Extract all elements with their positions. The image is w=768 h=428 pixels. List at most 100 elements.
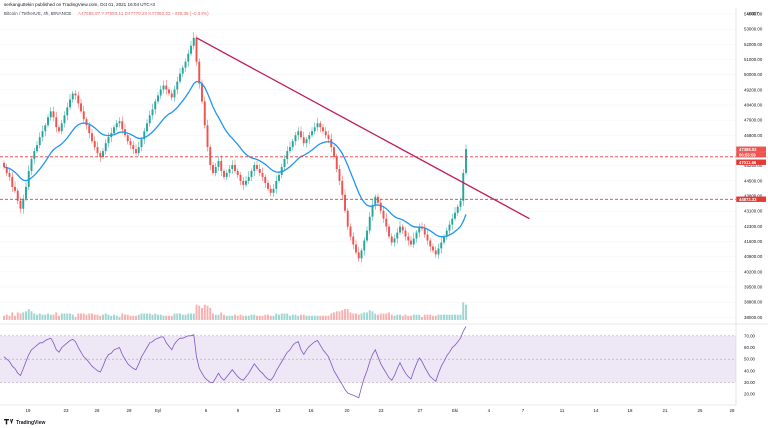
candle-body [286,151,289,160]
volume-bar [234,314,236,320]
volume-bar [44,314,47,320]
candle-body [429,240,432,247]
volume-bar [291,314,294,320]
volume-bar [151,314,154,320]
horizontal-levels[interactable] [0,156,736,200]
candle-body [330,139,333,148]
volume-bar [247,315,250,320]
time-axis-label: 29 [127,408,132,413]
candle-body [459,200,462,207]
candle-body [99,153,102,158]
volume-bar [286,313,289,320]
candle-body [300,131,302,138]
volume-bar [393,315,396,320]
price-axis-label: 38000.00 [744,315,763,320]
volume-bar [49,314,52,320]
time-axis-label: 7 [522,408,525,413]
time-axis-label: 13 [276,408,281,413]
volume-bar [278,314,280,320]
trendline[interactable] [196,37,530,220]
volume-bar [280,313,283,320]
candle-body [305,139,308,144]
candle-body [16,190,19,201]
candle-body [338,168,341,181]
candle-body [335,157,338,169]
candle-body [187,53,190,62]
candle-body [434,250,437,255]
volume-bar [104,313,107,320]
candle-body [253,165,256,171]
candle-body [132,145,135,150]
candle-body [198,61,201,84]
rsi-line [3,326,467,399]
volume-bar [465,304,467,320]
volume-bar [223,314,225,320]
time-axis[interactable]: 19 23 26 29 Eyl 6 9 13 16 20 23 27 Eki 4 7 11 14 18 21 25 28 [26,408,735,413]
price-tag [736,152,766,158]
candle-body [206,125,209,148]
volume-bar [16,312,19,320]
volume-bar [341,310,344,320]
volume-bar [126,314,129,320]
volume-bar [267,314,269,320]
candle-body [371,204,374,217]
volume-bar [316,315,319,320]
quote-currency: USDT [747,11,759,16]
candle-body [346,210,349,227]
candle-body [412,238,415,245]
volume-bar [443,314,445,320]
volume-bar [269,315,272,320]
price-axis[interactable]: 54000.00 53000.00 52000.00 51000.00 50000.00… [744,12,763,320]
candle-body [137,147,140,154]
candle-body [223,170,225,177]
candle-body [278,174,280,181]
volume-bar [110,315,113,320]
time-axis-label: 20 [345,408,350,413]
candle-body [173,89,176,98]
volume-bar [297,315,300,320]
volume-bar [212,313,214,320]
candle-body [319,123,322,128]
volume-bar [124,314,126,320]
symbol-text[interactable]: Bitcoin / TetherUS, 4h, BINANCE [4,11,71,16]
volume-bar [333,312,335,320]
volume-bar [179,313,181,320]
candle-body [25,186,27,199]
volume-bar [423,314,426,320]
volume-bar [352,313,355,320]
volume-bar [379,313,382,320]
volume-bar [294,314,297,320]
volume-bar [118,316,121,320]
candle-body [407,236,410,241]
candle-body [135,149,137,154]
candle-body [146,123,148,132]
volume-bar [407,315,410,320]
volume-bar [165,315,168,320]
rsi-axis[interactable]: 70.00 60.00 50.00 40.00 30.00 20.00 [744,333,756,396]
price-axis-label: 45250.00 [744,163,763,168]
rsi-pane [0,335,736,383]
volume-bar [225,315,228,320]
candle-body [341,180,344,195]
volume-bar [170,315,173,320]
candle-body [143,131,146,140]
candle-body [159,89,162,96]
volume-bar [195,304,198,320]
candle-body [77,95,80,104]
candle-body [104,143,107,152]
volume-bar [324,315,327,320]
volume-bar [374,313,377,320]
rsi-axis-label: 20.00 [744,392,756,397]
volume-bar [198,305,201,320]
candle-body [58,127,60,132]
volume-bar [41,314,44,320]
candle-body [448,224,451,231]
candle-body [140,139,143,148]
volume-bar [462,302,465,320]
price-axis-label: 43100.00 [744,209,763,214]
candle-body [225,172,228,177]
candle-body [181,67,184,74]
candle-body [107,137,110,144]
volume-bar [434,315,437,320]
